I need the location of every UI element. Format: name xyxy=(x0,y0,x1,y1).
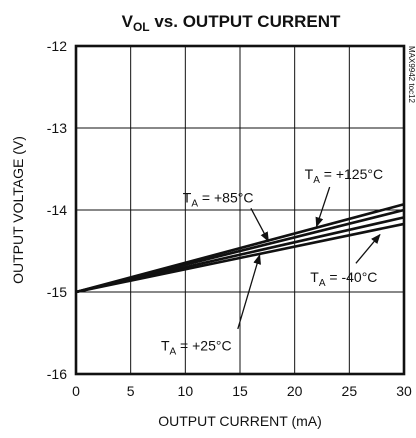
y-tick-label: -13 xyxy=(47,120,67,136)
series-group xyxy=(75,203,405,294)
y-tick-label: -15 xyxy=(47,284,67,300)
side-code: MAX9942 toc12 xyxy=(407,46,416,103)
annotation-arrow-0 xyxy=(315,186,331,228)
x-tick-label: 0 xyxy=(72,383,80,399)
annotation-label-3: TA = -40°C xyxy=(310,269,377,289)
annotations: TA = +125°C TA = +85°C TA = +25°C TA = -40°… xyxy=(161,166,383,357)
x-tick-label: 10 xyxy=(178,383,194,399)
grid xyxy=(75,45,405,375)
annotation-label-2: TA = +25°C xyxy=(161,337,232,357)
y-tick-label: -16 xyxy=(47,366,67,382)
annotation-arrow-3 xyxy=(355,233,381,264)
x-tick-label: 25 xyxy=(342,383,358,399)
x-axis-label: OUTPUT CURRENT (mA) xyxy=(158,413,322,429)
x-tick-label: 5 xyxy=(127,383,135,399)
y-tick-label: -14 xyxy=(47,202,67,218)
x-tick-label: 30 xyxy=(396,383,412,399)
series-line-3 xyxy=(75,222,405,294)
y-axis-label: OUTPUT VOLTAGE (V) xyxy=(10,136,26,284)
chart-title: VOL vs. OUTPUT CURRENT xyxy=(122,12,341,34)
x-tick-label: 15 xyxy=(232,383,248,399)
annotation-label-0: TA = +125°C xyxy=(305,166,383,186)
y-tick-label: -12 xyxy=(47,38,67,54)
annotation-label-1: TA = +85°C xyxy=(183,190,254,210)
annotation-arrow-1 xyxy=(250,208,270,243)
x-tick-label: 20 xyxy=(287,383,303,399)
tick-labels: 0 5 10 15 20 25 30 -12 -13 -14 -15 -16 xyxy=(47,38,412,399)
annotation-arrow-2 xyxy=(237,254,261,330)
